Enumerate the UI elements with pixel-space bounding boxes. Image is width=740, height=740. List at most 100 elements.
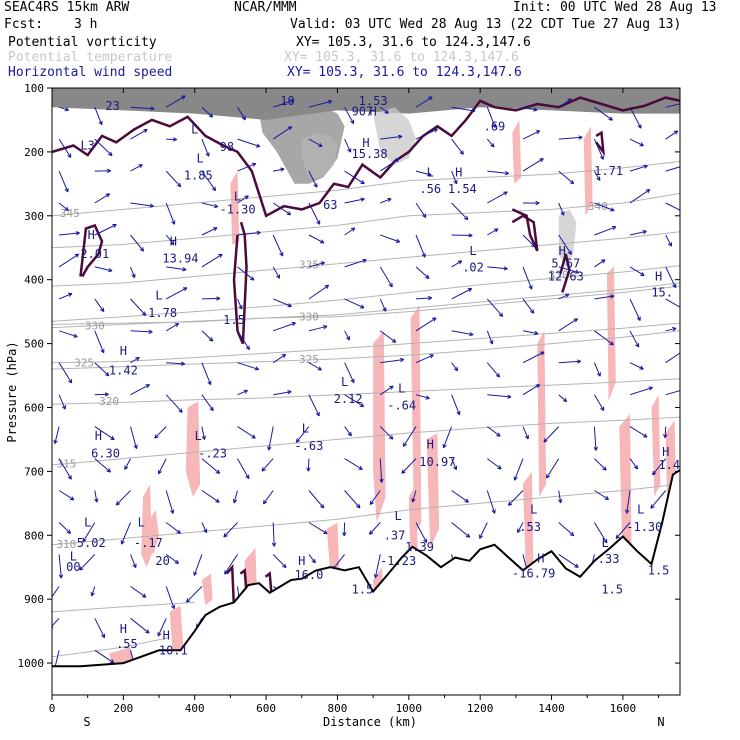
contour-annotation: .02	[462, 261, 484, 275]
contour-annotation: L	[427, 165, 434, 179]
contour-annotation: 00	[66, 560, 80, 574]
wind-vector	[130, 128, 148, 140]
wind-vector	[272, 554, 287, 569]
contour-annotation: L	[398, 381, 405, 395]
header-center: NCAR/MMM	[234, 0, 297, 15]
cloud-shading-layer	[52, 88, 680, 267]
wind-vector	[665, 352, 680, 364]
wind-vector	[558, 318, 579, 332]
wind-vector	[308, 170, 318, 188]
contour-annotation: 1.5	[352, 583, 374, 597]
y-tick-label: 100	[24, 82, 44, 95]
theta-contour-label: 325	[74, 357, 94, 370]
terrain-profile	[52, 469, 680, 695]
wind-vector	[94, 266, 113, 273]
wind-vector	[451, 458, 458, 471]
wind-vector	[451, 170, 458, 185]
wind-vector	[120, 522, 131, 545]
wind-vector	[442, 426, 453, 449]
wind-speed-region	[651, 394, 661, 497]
wind-vector	[94, 138, 113, 157]
field-theta-xy: XY= 105.3, 31.6 to 124.3,147.6	[284, 50, 519, 65]
wind-vector	[165, 522, 181, 534]
wind-vector	[58, 106, 70, 112]
contour-annotation: 1.5	[648, 563, 670, 577]
theta-contour-label: 330	[299, 311, 319, 324]
wind-vector	[593, 170, 601, 181]
wind-vector	[593, 138, 604, 160]
field-pv-xy: XY= 105.3, 31.6 to 124.3,147.6	[296, 35, 531, 50]
contour-annotation: -.17	[134, 536, 163, 550]
wind-vector	[344, 258, 367, 268]
wind-vector	[415, 234, 426, 258]
wind-vector	[486, 107, 497, 128]
contour-annotation: L	[84, 515, 91, 529]
wind-vector	[58, 253, 80, 268]
wind-vector	[380, 357, 405, 364]
x-tick-label: 1200	[467, 702, 494, 715]
wind-vector	[237, 106, 246, 121]
header-init: Init: 00 UTC Wed 28 Aug 13	[513, 0, 717, 15]
contour-annotation: H	[655, 269, 662, 283]
wind-vector	[58, 138, 72, 158]
wind-vector	[379, 458, 384, 483]
wind-vector	[308, 490, 325, 509]
wind-vector	[344, 458, 363, 470]
wind-vector	[262, 490, 274, 505]
wind-vector	[629, 330, 640, 348]
wind-vector	[487, 266, 508, 271]
field-theta-name: Potential temperature	[8, 50, 173, 65]
wind-vector	[415, 295, 433, 301]
wind-vector	[522, 158, 544, 172]
wind-vector	[344, 330, 350, 341]
wind-vector	[629, 458, 639, 470]
wind-vector	[308, 362, 322, 371]
wind-speed-region	[408, 484, 418, 561]
wind-vector	[94, 330, 105, 354]
wind-vector	[415, 170, 432, 177]
wind-vector	[486, 298, 504, 318]
contour-annotation: 1.71	[594, 164, 623, 178]
wind-vector	[308, 325, 328, 332]
header-fcst-label: Fcst:	[4, 17, 44, 32]
wind-vector	[650, 490, 667, 509]
wind-vector	[513, 458, 524, 481]
wind-vector	[451, 260, 463, 268]
wind-vector	[130, 266, 136, 279]
wind-vector	[558, 234, 572, 255]
wind-vector	[130, 234, 145, 252]
contour-annotation: L	[530, 503, 537, 517]
x-tick-label: 600	[256, 702, 276, 715]
theta-contour-label: 315	[56, 458, 76, 471]
wind-vector	[273, 298, 292, 308]
contour-annotation: -1.30	[219, 202, 255, 216]
wind-vector	[272, 202, 292, 216]
wind-vector	[373, 554, 381, 579]
wind-vector	[487, 170, 510, 176]
wind-vector	[94, 618, 106, 639]
wind-vector	[94, 458, 111, 473]
wind-vector	[379, 266, 393, 288]
wind-vector	[344, 106, 355, 125]
wind-vector	[130, 426, 138, 450]
wind-vector	[368, 522, 381, 535]
wind-vector	[344, 197, 365, 204]
wind-vector	[451, 490, 469, 503]
wind-vector	[237, 426, 256, 439]
cloud-region	[558, 209, 577, 267]
wind-vector	[201, 490, 220, 503]
wind-vector	[273, 321, 296, 332]
wind-vector	[558, 359, 582, 364]
theta-contour-line	[52, 601, 195, 613]
wind-vector	[629, 189, 651, 204]
contour-annotation: 1.42	[109, 363, 138, 377]
wind-speed-region	[410, 305, 422, 536]
wind-vector	[546, 458, 560, 479]
wind-vector	[271, 522, 277, 547]
contour-annotation: -1.30	[626, 520, 662, 534]
wind-vector	[165, 95, 186, 108]
wind-vector	[558, 553, 579, 568]
wind-vector	[415, 202, 427, 219]
wind-vector	[344, 298, 365, 309]
wind-vector	[165, 323, 180, 332]
